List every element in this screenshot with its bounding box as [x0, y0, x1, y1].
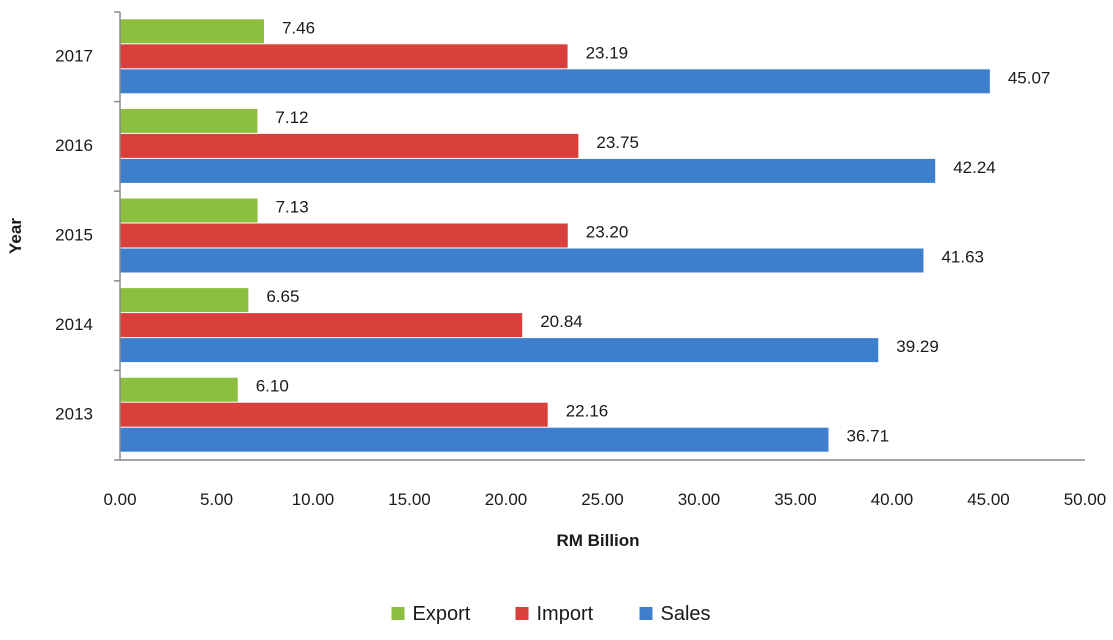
y-tick-label-2017: 2017 [55, 46, 93, 65]
bar-layer [120, 19, 990, 452]
bar-import-2013 [120, 402, 548, 427]
bar-import-2016 [120, 133, 579, 158]
x-tick-label-0.00: 0.00 [103, 490, 136, 509]
legend-swatch-import [515, 607, 529, 620]
bar-sales-2014 [120, 338, 879, 363]
x-tick-label-5.00: 5.00 [200, 490, 233, 509]
bar-sales-2016 [120, 158, 936, 183]
y-tick-label-2014: 2014 [55, 315, 93, 334]
x-tick-label-25.00: 25.00 [581, 490, 624, 509]
y-tick-labels: 2013 2014 2015 2016 2017 [55, 46, 93, 423]
y-axis-title: Year [6, 218, 25, 254]
data-label-export-2015: 7.13 [276, 197, 309, 216]
legend-swatch-export [391, 607, 405, 620]
x-tick-label-45.00: 45.00 [967, 490, 1010, 509]
data-label-import-2017: 23.19 [586, 43, 629, 62]
bar-sales-2015 [120, 248, 924, 273]
x-axis-title: RM Billion [556, 531, 639, 550]
legend-swatch-sales [639, 607, 653, 620]
x-tick-label-10.00: 10.00 [292, 490, 335, 509]
y-tick-label-2013: 2013 [55, 405, 93, 424]
data-label-sales-2014: 39.29 [896, 337, 939, 356]
y-tick-marks [114, 11, 120, 461]
x-tick-label-15.00: 15.00 [388, 490, 431, 509]
bar-export-2016 [120, 108, 258, 133]
x-tick-label-30.00: 30.00 [678, 490, 721, 509]
data-label-export-2017: 7.46 [282, 18, 315, 37]
bar-import-2014 [120, 313, 523, 338]
x-tick-label-35.00: 35.00 [774, 490, 817, 509]
bar-import-2015 [120, 223, 568, 248]
data-label-sales-2017: 45.07 [1008, 68, 1051, 87]
bar-export-2017 [120, 19, 264, 44]
data-label-sales-2015: 41.63 [941, 247, 984, 266]
data-label-sales-2013: 36.71 [847, 427, 890, 446]
data-label-import-2016: 23.75 [596, 133, 639, 152]
y-tick-label-2016: 2016 [55, 136, 93, 155]
x-tick-labels: 0.00 5.00 10.00 15.00 20.00 25.00 30.00 35.00 40… [103, 490, 1106, 509]
bar-export-2014 [120, 288, 249, 313]
legend: Export Import Sales [391, 603, 711, 625]
legend-label-import: Import [537, 603, 594, 625]
data-label-import-2015: 23.20 [586, 222, 629, 241]
x-tick-label-20.00: 20.00 [485, 490, 528, 509]
data-label-export-2014: 6.65 [266, 287, 299, 306]
bar-sales-2013 [120, 427, 829, 452]
bar-export-2013 [120, 377, 238, 402]
legend-label-sales: Sales [661, 603, 711, 625]
data-label-import-2013: 22.16 [566, 402, 609, 421]
data-label-export-2016: 7.12 [275, 108, 308, 127]
bar-sales-2017 [120, 69, 990, 94]
data-label-export-2013: 6.10 [256, 377, 289, 396]
data-label-import-2014: 20.84 [540, 312, 583, 331]
bar-import-2017 [120, 44, 568, 69]
data-label-sales-2016: 42.24 [953, 158, 996, 177]
legend-label-export: Export [413, 603, 471, 625]
x-tick-label-50.00: 50.00 [1064, 490, 1107, 509]
bar-export-2015 [120, 198, 258, 223]
y-tick-label-2015: 2015 [55, 225, 93, 244]
data-label-layer: 6.10 22.16 36.71 6.65 20.84 39.29 7.13 23.20 41.… [256, 18, 1051, 445]
x-tick-label-40.00: 40.00 [871, 490, 914, 509]
